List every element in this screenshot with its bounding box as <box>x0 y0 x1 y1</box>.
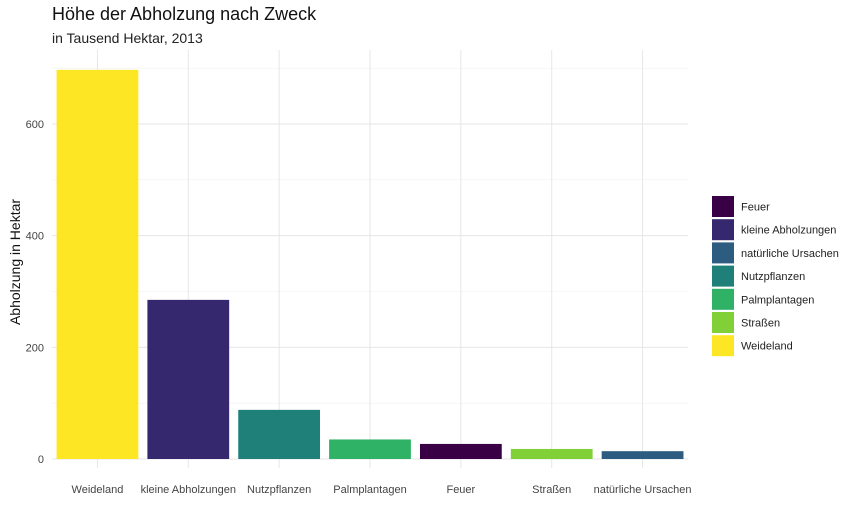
legend-swatch <box>712 219 734 241</box>
x-tick-label: kleine Abholzungen <box>141 484 236 496</box>
y-tick-label: 600 <box>26 119 44 131</box>
y-axis-ticks: 0 200 400 600 <box>26 119 44 466</box>
y-tick-label: 200 <box>26 342 44 354</box>
legend: Feuer kleine Abholzungen natürliche Ursach… <box>712 196 839 357</box>
bar-weideland <box>56 69 139 459</box>
bar-natürliche-ursachen <box>601 451 684 459</box>
chart-title: Höhe der Abholzung nach Zweck <box>52 4 317 24</box>
bar-feuer <box>419 443 502 459</box>
x-tick-label: Feuer <box>446 484 475 496</box>
legend-label: Feuer <box>741 202 770 214</box>
x-tick-label: natürliche Ursachen <box>594 484 692 496</box>
x-axis-ticks: Weideland kleine Abholzungen Nutzpflanzen P… <box>72 484 692 496</box>
legend-label: Nutzpflanzen <box>741 271 805 283</box>
gridlines <box>52 50 688 468</box>
x-tick-label: Weideland <box>72 484 124 496</box>
legend-swatch <box>712 335 734 357</box>
bar-nutzpflanzen <box>238 409 321 459</box>
legend-label: Straßen <box>741 318 780 330</box>
legend-label: kleine Abholzungen <box>741 225 836 237</box>
bar-kleine-abholzungen <box>147 299 230 459</box>
bar-straßen <box>510 448 593 459</box>
y-tick-label: 0 <box>38 454 44 466</box>
legend-swatch <box>712 312 734 333</box>
legend-swatch <box>712 242 734 264</box>
x-tick-label: Straßen <box>532 484 571 496</box>
bar-palmplantagen <box>329 439 411 459</box>
legend-swatch <box>712 196 734 217</box>
bars <box>56 69 684 459</box>
chart-subtitle: in Tausend Hektar, 2013 <box>52 30 203 46</box>
legend-swatch <box>712 265 734 287</box>
y-tick-label: 400 <box>26 231 44 243</box>
legend-label: Palmplantagen <box>741 294 814 306</box>
y-axis-label: Abholzung in Hektar <box>7 199 23 325</box>
legend-label: natürliche Ursachen <box>741 248 839 260</box>
x-tick-label: Nutzpflanzen <box>247 484 311 496</box>
legend-label: Weideland <box>741 341 793 353</box>
legend-swatch <box>712 288 734 310</box>
x-tick-label: Palmplantagen <box>333 484 406 496</box>
